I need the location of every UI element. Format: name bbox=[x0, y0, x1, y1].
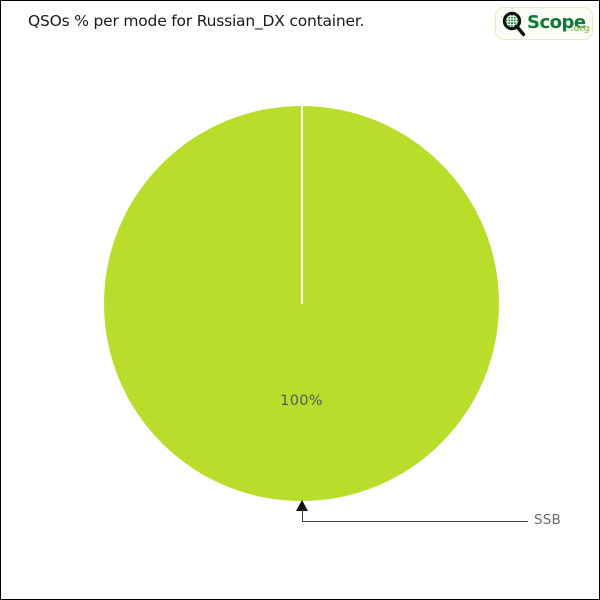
scope-logo[interactable]: Scope .org bbox=[495, 7, 593, 40]
callout-arrow-icon bbox=[296, 500, 308, 511]
callout-label-ssb: SSB bbox=[534, 512, 562, 528]
pie-chart: 100% bbox=[104, 106, 499, 501]
callout-leader-stem bbox=[302, 509, 303, 522]
logo-tld: .org bbox=[570, 24, 590, 34]
page-title: QSOs % per mode for Russian_DX container… bbox=[28, 12, 365, 30]
magnifier-globe-icon bbox=[501, 11, 527, 37]
logo-wordmark: Scope bbox=[527, 12, 586, 33]
pie-slice-divider bbox=[300, 106, 303, 304]
callout-leader-line bbox=[302, 521, 528, 522]
pie-slice-percent-label: 100% bbox=[280, 393, 323, 409]
